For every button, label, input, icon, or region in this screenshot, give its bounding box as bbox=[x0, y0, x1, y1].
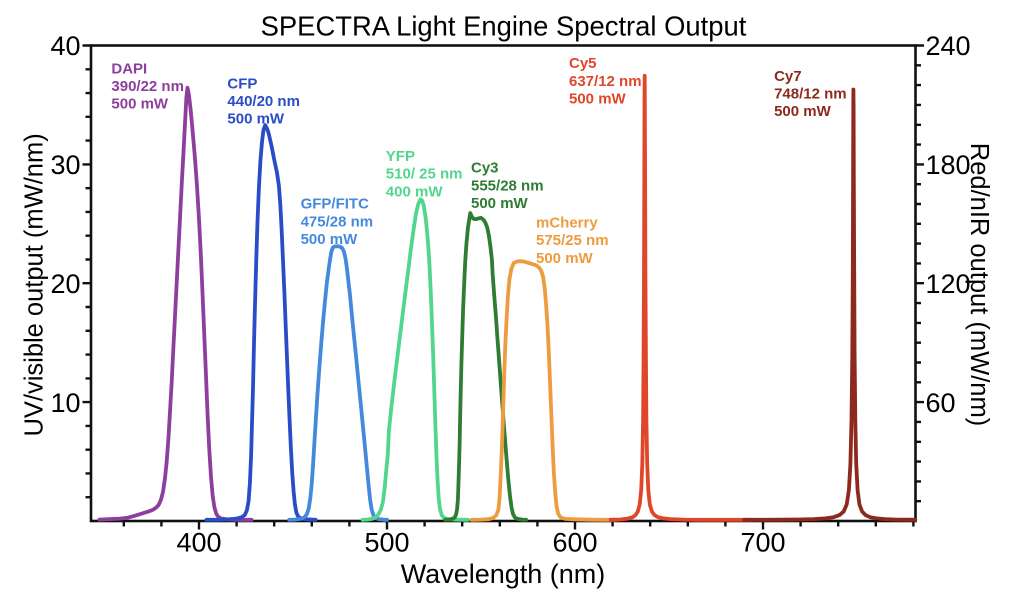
svg-text:30: 30 bbox=[50, 150, 80, 180]
svg-text:120: 120 bbox=[926, 269, 971, 299]
svg-text:500: 500 bbox=[364, 528, 409, 558]
svg-text:UV/visible output (mW/nm): UV/visible output (mW/nm) bbox=[20, 133, 48, 436]
svg-text:60: 60 bbox=[926, 388, 956, 418]
svg-text:700: 700 bbox=[740, 528, 785, 558]
svg-text:Wavelength (nm): Wavelength (nm) bbox=[401, 559, 606, 589]
svg-text:240: 240 bbox=[926, 31, 971, 61]
svg-text:20: 20 bbox=[50, 269, 80, 299]
svg-text:40: 40 bbox=[50, 31, 80, 61]
svg-text:10: 10 bbox=[50, 388, 80, 418]
svg-text:400: 400 bbox=[176, 528, 221, 558]
svg-text:SPECTRA Light Engine Spectral: SPECTRA Light Engine Spectral Output bbox=[261, 11, 747, 42]
svg-text:Red/nIR output (mW/nm): Red/nIR output (mW/nm) bbox=[965, 143, 993, 426]
svg-text:600: 600 bbox=[552, 528, 597, 558]
svg-text:180: 180 bbox=[926, 150, 971, 180]
